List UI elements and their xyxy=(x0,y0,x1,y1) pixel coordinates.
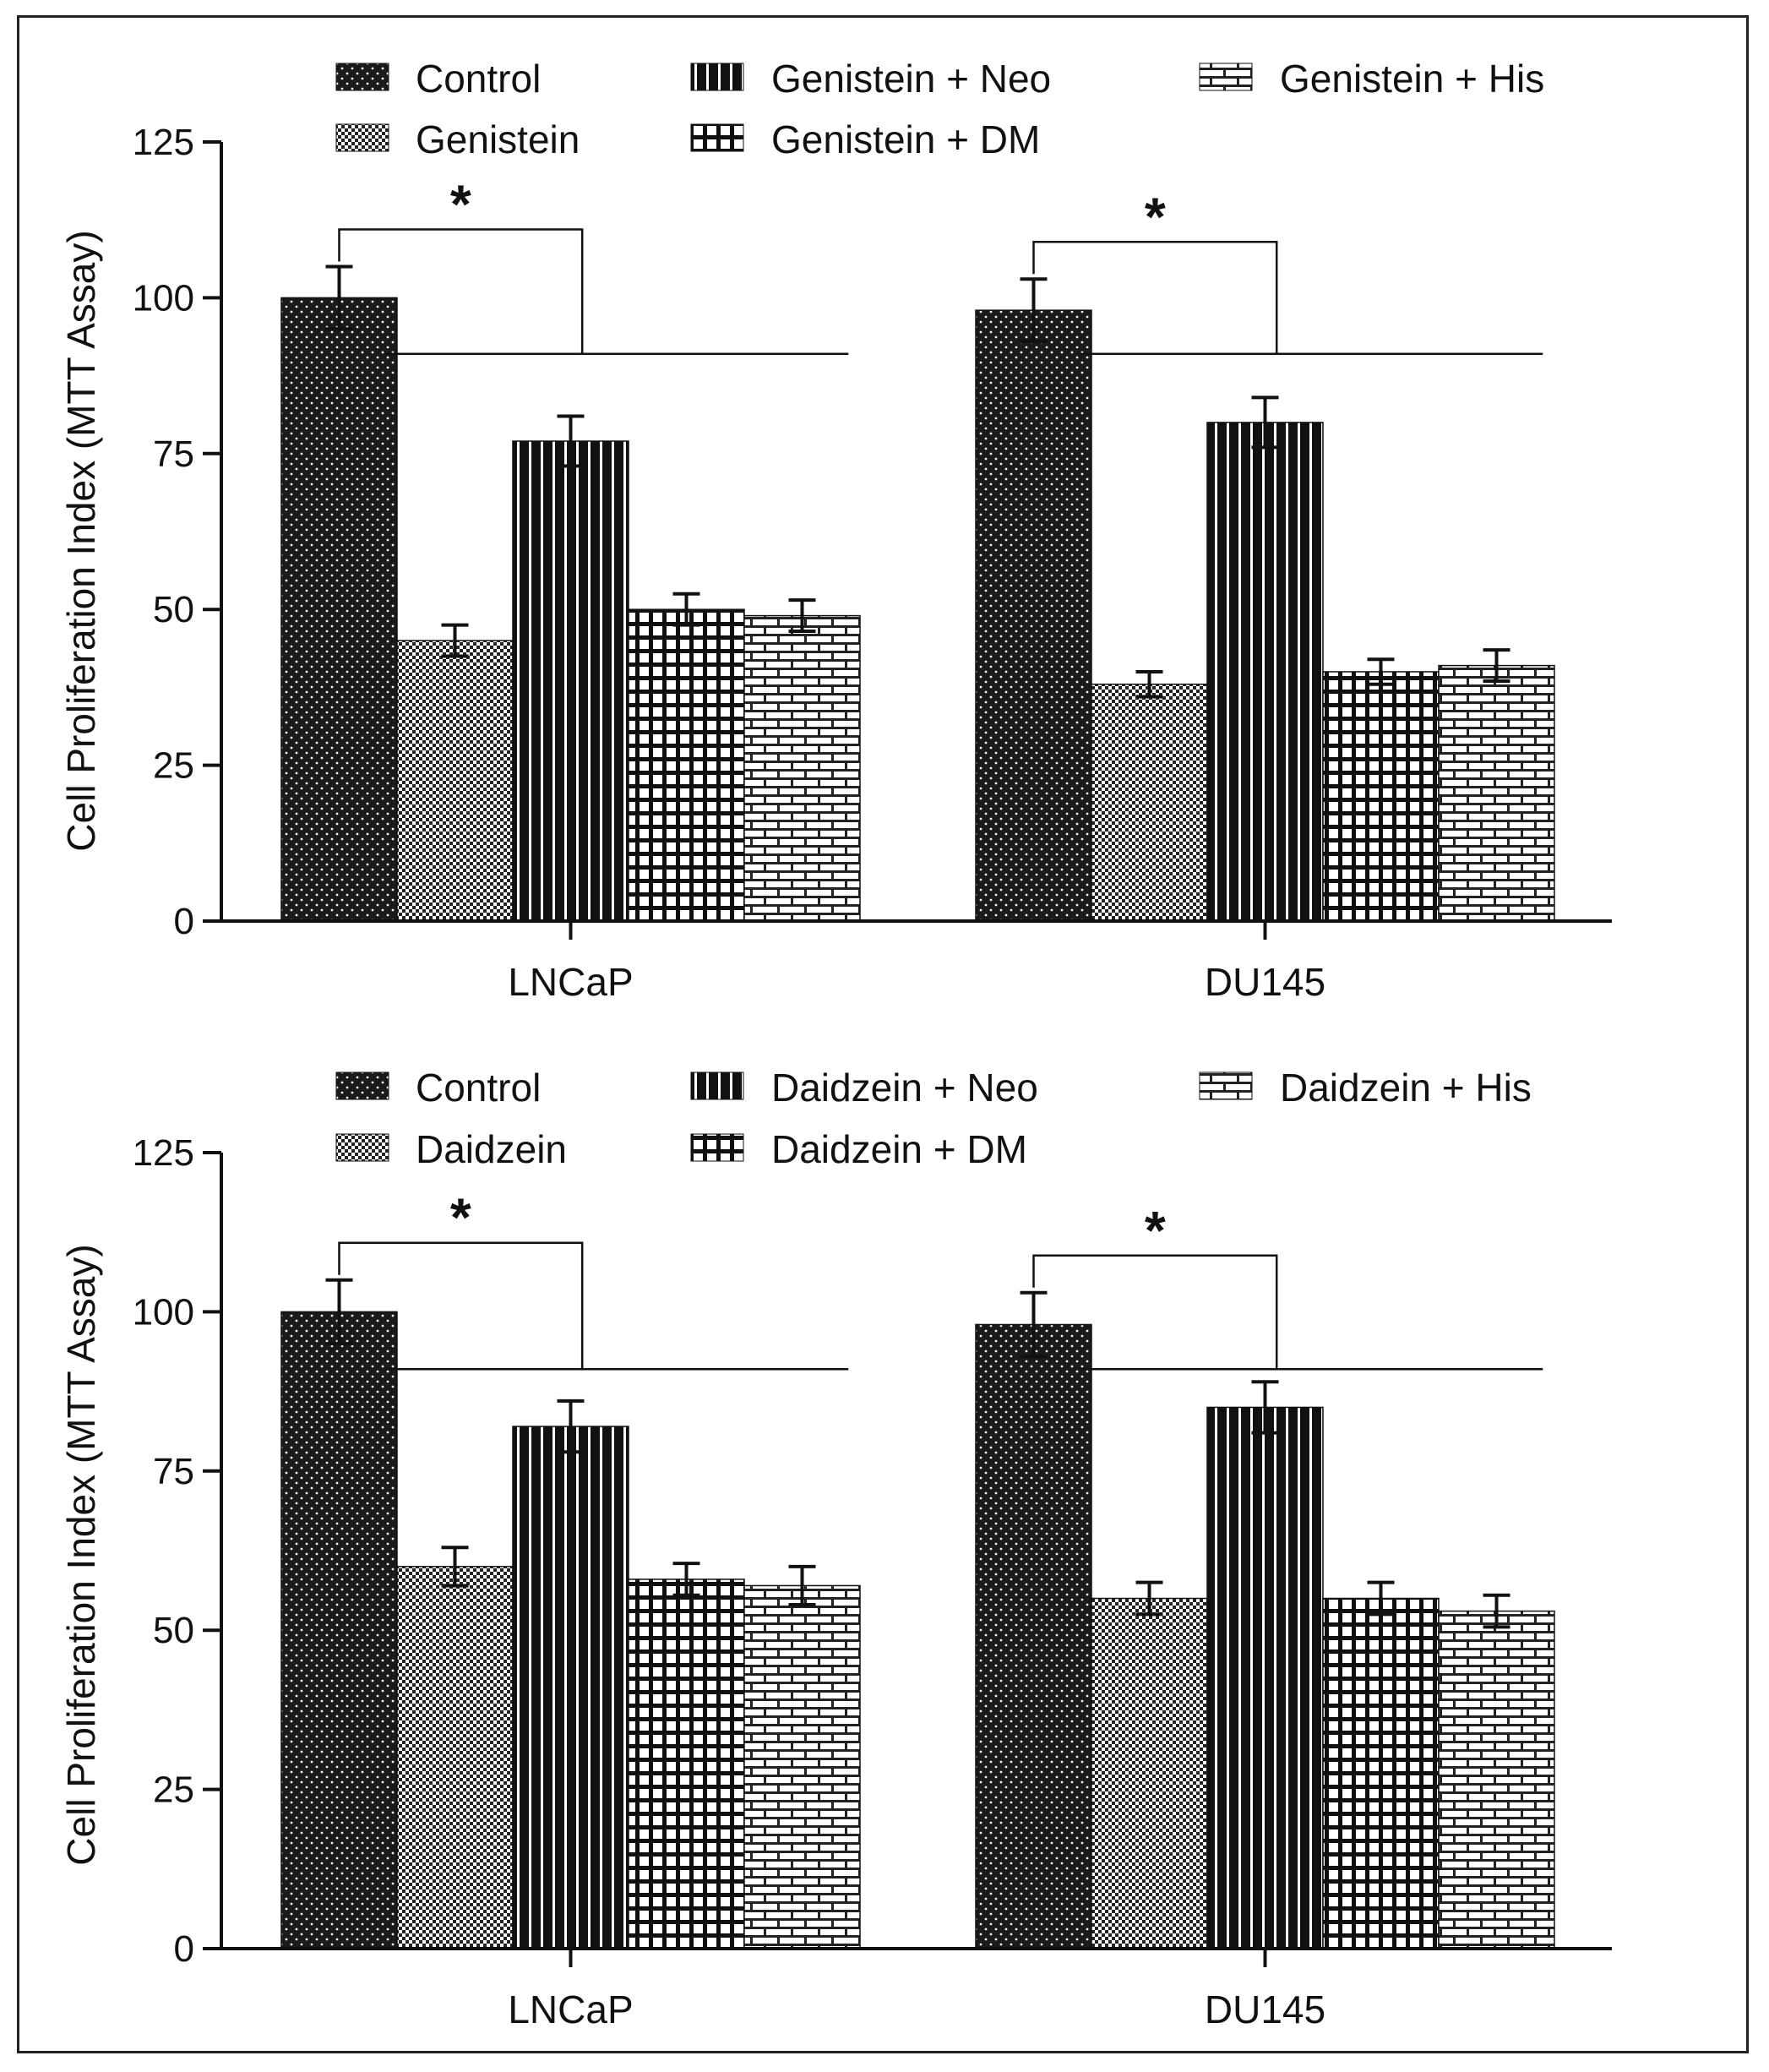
y-tick-label: 125 xyxy=(133,122,194,163)
legend-label: Genistein + DM xyxy=(771,117,1040,161)
bars-daidzein xyxy=(280,1278,1555,1949)
y-tick-label: 75 xyxy=(153,433,194,475)
error-bar xyxy=(557,1399,585,1454)
error-bar xyxy=(1367,657,1395,686)
legend-swatch xyxy=(690,1133,744,1162)
legend-swatch xyxy=(335,63,389,91)
significance-star: * xyxy=(450,174,471,235)
y-axis-title-daidzein: Cell Proliferation Index (MTT Assay) xyxy=(59,1244,103,1865)
error-bar xyxy=(325,264,353,331)
bar xyxy=(1091,683,1208,922)
y-tick-label: 75 xyxy=(153,1451,194,1492)
bar xyxy=(743,1584,861,1949)
x-tick-label: DU145 xyxy=(1205,960,1325,1004)
legend-swatch xyxy=(335,1071,389,1100)
significance-star: * xyxy=(450,1187,471,1248)
y-tick-label: 100 xyxy=(133,1291,194,1333)
significance-bracket xyxy=(338,1241,849,1371)
bars-genistein xyxy=(280,264,1555,922)
bar xyxy=(280,297,398,922)
bar xyxy=(743,614,861,922)
bar xyxy=(628,1579,745,1949)
y-ticks-genistein: 0 25 50 75 100 125 xyxy=(133,122,221,942)
legend-daidzein: Control Daidzein Daidzein + Neo Daidzein + … xyxy=(335,1066,1532,1171)
error-bar xyxy=(1367,1580,1395,1617)
error-bar xyxy=(1251,1380,1279,1435)
legend-swatch xyxy=(335,123,389,152)
bar xyxy=(1438,1610,1555,1949)
panel-genistein: Control Genistein Genistein + Neo Genistein… xyxy=(59,57,1612,1004)
legend-swatch xyxy=(690,63,744,91)
legend-genistein: Control Genistein Genistein + Neo Genistein… xyxy=(335,57,1544,161)
legend-swatch xyxy=(690,1071,744,1100)
error-bar xyxy=(672,1562,700,1597)
legend-label: Daidzein xyxy=(416,1127,567,1171)
bar xyxy=(628,608,745,922)
error-bar xyxy=(1251,395,1279,450)
y-tick-label: 125 xyxy=(133,1132,194,1174)
bar xyxy=(1322,1597,1440,1949)
legend-swatch xyxy=(1199,63,1253,91)
error-bar xyxy=(1020,277,1048,344)
error-bar xyxy=(1020,1290,1048,1359)
error-bar xyxy=(1135,1580,1163,1617)
x-tick-label: DU145 xyxy=(1205,1987,1325,2031)
significance-bracket xyxy=(338,228,849,356)
significance-bracket xyxy=(1032,241,1543,356)
y-tick-label: 25 xyxy=(153,745,194,787)
error-bar xyxy=(325,1278,353,1346)
axes-genistein: LNCaP DU145 xyxy=(220,142,1612,1004)
error-bar xyxy=(1483,1593,1510,1629)
y-axis-title-genistein: Cell Proliferation Index (MTT Assay) xyxy=(59,230,103,851)
legend-label: Genistein + His xyxy=(1280,57,1544,101)
y-ticks-daidzein: 0 25 50 75 100 125 xyxy=(133,1132,221,1970)
bar xyxy=(1091,1597,1208,1949)
significance-bracket xyxy=(1032,1254,1543,1371)
y-tick-label: 50 xyxy=(153,1610,194,1651)
bar xyxy=(512,440,629,922)
x-tick-label: LNCaP xyxy=(508,960,633,1004)
legend-label: Daidzein + His xyxy=(1280,1066,1532,1110)
y-tick-label: 25 xyxy=(153,1769,194,1811)
error-bar xyxy=(788,1564,816,1607)
y-tick-label: 100 xyxy=(133,277,194,319)
legend-label: Genistein + Neo xyxy=(771,57,1051,101)
brackets-daidzein: * * xyxy=(338,1187,1543,1371)
y-tick-label: 50 xyxy=(153,589,194,630)
panel-daidzein: Control Daidzein Daidzein + Neo Daidzein + … xyxy=(59,1066,1612,2031)
bar xyxy=(396,1566,514,1949)
error-bar xyxy=(1135,669,1163,699)
x-tick-label: LNCaP xyxy=(508,1987,633,2031)
bar xyxy=(1206,1406,1324,1949)
bar xyxy=(1438,664,1555,922)
axes-daidzein: LNCaP DU145 xyxy=(220,1153,1612,2031)
legend-label: Control xyxy=(416,57,541,101)
bar xyxy=(975,309,1092,922)
error-bar xyxy=(441,623,469,658)
legend-swatch xyxy=(1199,1071,1253,1100)
legend-label: Genistein xyxy=(416,117,580,161)
significance-star: * xyxy=(1145,186,1166,247)
y-tick-label: 0 xyxy=(174,1928,194,1970)
legend-label: Control xyxy=(416,1066,541,1110)
brackets-genistein: * * xyxy=(338,174,1543,356)
bar xyxy=(1322,671,1440,922)
error-bar xyxy=(557,414,585,468)
error-bar xyxy=(441,1546,469,1588)
error-bar xyxy=(672,592,700,627)
bar xyxy=(1206,422,1324,922)
error-bar xyxy=(788,598,816,634)
bar xyxy=(975,1323,1092,1949)
legend-label: Daidzein + DM xyxy=(771,1127,1027,1171)
error-bar xyxy=(1483,648,1510,684)
bar xyxy=(512,1426,629,1949)
bar xyxy=(280,1311,398,1949)
legend-swatch xyxy=(690,123,744,152)
y-tick-label: 0 xyxy=(174,901,194,942)
legend-label: Daidzein + Neo xyxy=(771,1066,1038,1110)
significance-star: * xyxy=(1145,1200,1166,1261)
legend-swatch xyxy=(335,1133,389,1162)
bar xyxy=(396,640,514,922)
